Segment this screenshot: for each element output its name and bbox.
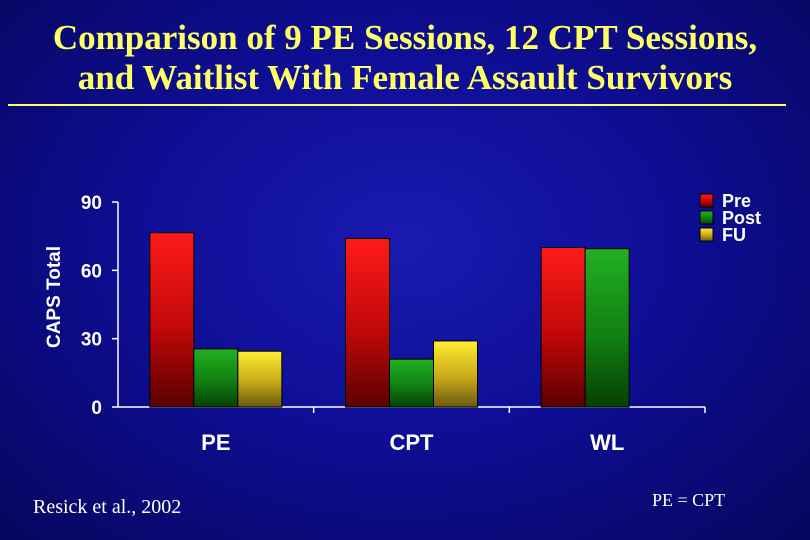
y-tick-label: 60 bbox=[81, 261, 102, 282]
title-line-2: and Waitlist With Female Assault Survivo… bbox=[77, 58, 733, 97]
x-tick-label: CPT bbox=[390, 430, 435, 455]
x-tick-label: PE bbox=[201, 430, 230, 455]
legend-swatch-post bbox=[699, 210, 714, 225]
legend-label-pre: Pre bbox=[722, 191, 751, 211]
bar-cpt-fu bbox=[433, 340, 478, 408]
title-line-1: Comparison of 9 PE Sessions, 12 CPT Sess… bbox=[52, 18, 758, 57]
bar-pe-post bbox=[193, 348, 239, 408]
y-axis-label: CAPS Total bbox=[44, 246, 65, 348]
chart-title: Comparison of 9 PE Sessions, 12 CPT Sess… bbox=[0, 18, 810, 98]
bars bbox=[149, 232, 630, 408]
y-tick-label: 90 bbox=[81, 193, 102, 214]
title-underline bbox=[8, 104, 786, 106]
bar-pe-pre bbox=[149, 232, 195, 408]
bar-wl-pre bbox=[540, 247, 586, 408]
y-tick-label: 0 bbox=[91, 398, 102, 419]
legend-label-fu: FU bbox=[722, 225, 746, 245]
axes: 0 30 60 90 CAPS Total PE CPT WL bbox=[44, 193, 706, 455]
legend-swatch-fu bbox=[699, 227, 714, 242]
bar-pe-fu bbox=[237, 350, 283, 408]
legend-label-post: Post bbox=[722, 208, 761, 228]
y-tick-label: 30 bbox=[81, 330, 102, 351]
bar-wl-post bbox=[584, 248, 630, 408]
bar-cpt-post bbox=[389, 358, 434, 408]
legend-swatch-pre bbox=[699, 193, 714, 208]
citation: Resick et al., 2002 bbox=[33, 496, 182, 518]
footnote: PE = CPT bbox=[652, 490, 726, 510]
bar-cpt-pre bbox=[345, 237, 390, 408]
x-tick-label: WL bbox=[590, 430, 624, 455]
